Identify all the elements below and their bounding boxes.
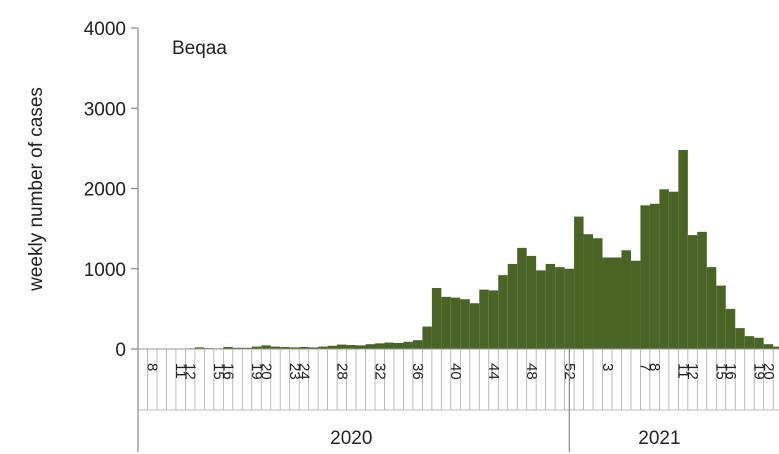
bar-week-6	[621, 250, 631, 349]
x-tick-label: 40	[447, 363, 464, 380]
bar-week-8	[640, 205, 650, 349]
bar-week-14	[194, 347, 205, 349]
bar-week-53	[564, 268, 575, 349]
bar-week-46	[498, 275, 508, 349]
bar-week-51	[545, 263, 556, 349]
y-tick-label: 2000	[84, 180, 126, 201]
bar-week-28	[327, 345, 338, 349]
y-tick-label: 3000	[84, 99, 126, 120]
bar-week-5	[612, 257, 622, 349]
bar-week-12	[678, 149, 688, 349]
bar-week-23	[280, 346, 290, 349]
bar-week-20	[251, 346, 262, 349]
bar-week-34	[384, 342, 394, 349]
bar-week-2	[583, 234, 594, 349]
bar-week-50	[536, 270, 546, 349]
bar-week-26	[308, 347, 319, 349]
bar-week-30	[346, 344, 357, 349]
bar-week-49	[526, 255, 537, 349]
x-tick-label: 23	[286, 363, 303, 380]
x-tick-label: 48	[523, 363, 540, 380]
x-tick-label: 32	[371, 363, 388, 380]
x-tick-label: 15	[210, 363, 227, 380]
bar-week-27	[318, 346, 328, 349]
x-tick-label: 15	[713, 363, 730, 380]
x-tick-label: 7	[637, 363, 654, 371]
bar-week-44	[479, 289, 489, 349]
bars	[138, 149, 779, 350]
bar-week-1	[574, 216, 584, 349]
bar-week-10	[659, 189, 669, 349]
year-label-2020: 2020	[330, 428, 372, 449]
y-tick-label: 4000	[84, 19, 126, 40]
bar-week-35	[393, 342, 404, 349]
bar-week-4	[602, 257, 612, 349]
bar-week-7	[630, 260, 641, 349]
bar-week-9	[649, 203, 660, 349]
x-tick-label: 12	[182, 363, 199, 380]
bar-week-18	[735, 328, 745, 349]
bar-week-17	[223, 346, 233, 349]
x-tick-label: 20	[258, 363, 275, 380]
bar-week-48	[517, 247, 527, 349]
bar-week-19	[242, 347, 252, 349]
y-tick-label: 0	[115, 340, 126, 361]
bar-week-38	[422, 326, 432, 349]
x-tick-label: 44	[485, 363, 502, 380]
x-tick-label: 11	[172, 363, 189, 379]
bar-week-22	[270, 346, 281, 349]
bar-week-24	[289, 347, 300, 349]
x-tick-label: 12	[684, 363, 701, 380]
x-tick-label: 19	[750, 363, 767, 380]
x-tick-label: 28	[333, 363, 350, 380]
bar-week-15	[706, 267, 717, 349]
x-tick-label: 3	[599, 363, 616, 371]
x-tick-label: 36	[409, 363, 426, 380]
x-tick-label: 11	[675, 363, 692, 379]
y-axis-label: weekly number of cases	[26, 87, 47, 292]
x-tick-label: 8	[646, 363, 663, 371]
x-tick-label: 8	[144, 363, 161, 371]
bar-week-45	[488, 290, 499, 349]
bar-week-21	[261, 345, 271, 349]
x-tick-label: 20	[760, 363, 777, 380]
bar-week-36	[403, 341, 413, 349]
bar-week-29	[337, 344, 347, 349]
bar-week-22	[773, 346, 779, 349]
bar-week-33	[375, 343, 385, 349]
bar-week-16	[716, 285, 726, 349]
bar-week-21	[763, 344, 774, 349]
bar-week-19	[744, 336, 755, 349]
chart-annotation: Beqaa	[172, 38, 227, 59]
bar-week-25	[299, 346, 309, 349]
bar-week-47	[507, 263, 518, 349]
bar-week-31	[356, 345, 366, 349]
bar-week-43	[469, 303, 480, 349]
y-axis: 0 1000 2000 3000 4000	[84, 19, 139, 361]
y-tick-label: 1000	[84, 260, 126, 281]
bar-week-42	[460, 299, 470, 349]
bar-week-14	[697, 231, 707, 349]
bar-week-18	[232, 347, 243, 349]
bar-week-20	[754, 337, 764, 349]
bar-week-3	[593, 238, 603, 349]
bar-week-39	[431, 288, 442, 349]
x-tick-label: 16	[220, 363, 237, 380]
bar-week-37	[412, 340, 423, 349]
bar-week-17	[725, 308, 736, 350]
x-tick-label: 24	[295, 363, 312, 380]
year-label-2021: 2021	[638, 428, 680, 449]
bar-week-40	[441, 296, 451, 349]
bar-week-52	[555, 267, 565, 349]
bar-week-11	[668, 191, 679, 349]
bar-week-13	[687, 235, 698, 349]
bar-week-41	[450, 297, 461, 349]
x-tick-label: 16	[722, 363, 739, 380]
bar-week-32	[365, 344, 375, 349]
x-tick-label: 19	[248, 363, 265, 380]
